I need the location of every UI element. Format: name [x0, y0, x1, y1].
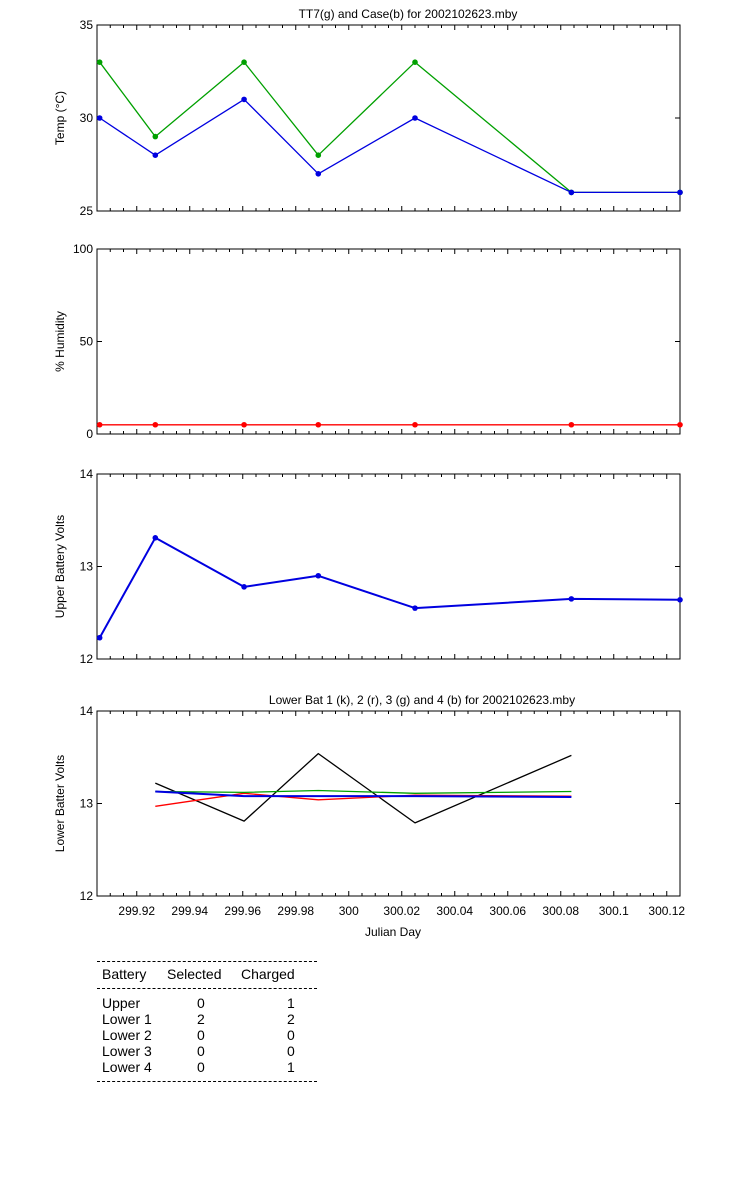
- y-tick-label: 12: [80, 652, 94, 666]
- cell-charged: 0: [287, 1027, 295, 1043]
- series-line-1: [98, 536, 681, 639]
- data-point: [412, 115, 418, 121]
- data-point: [315, 421, 322, 428]
- table-bottom-divider: [97, 1081, 317, 1082]
- table-row: Lower 2 0 0: [97, 1027, 317, 1043]
- chart-title: Lower Bat 1 (k), 2 (r), 3 (g) and 4 (b) …: [269, 693, 575, 707]
- data-point: [241, 59, 247, 65]
- cell-battery: Upper: [102, 995, 141, 1011]
- table-header-divider: [97, 988, 317, 989]
- header-battery: Battery: [102, 966, 147, 982]
- y-tick-label: 25: [80, 204, 94, 218]
- cell-charged: 0: [287, 1043, 295, 1059]
- chart-panel-2: 0 50 100 % Humidity: [53, 242, 683, 441]
- plot-frame: [96, 473, 681, 660]
- y-tick-label: 35: [80, 18, 94, 32]
- x-tick-label: 300.12: [648, 904, 685, 918]
- data-point: [152, 535, 159, 541]
- x-tick-label: 300.02: [383, 904, 420, 918]
- header-selected: Selected: [167, 966, 222, 982]
- data-point: [152, 152, 159, 158]
- chart-panel-4: 12 13 14 Lower Bat 1 (k), 2 (r), 3 (g) and …: [53, 693, 685, 939]
- cell-battery: Lower 3: [102, 1043, 152, 1059]
- data-point: [96, 421, 103, 428]
- series-line-4: [155, 790, 572, 798]
- data-point: [152, 133, 159, 140]
- x-tick-label: 300.06: [489, 904, 526, 918]
- data-point: [568, 189, 575, 196]
- data-point: [152, 421, 159, 428]
- cell-selected: 0: [197, 1059, 205, 1075]
- battery-status-table: Battery Selected Charged Upper 0 1 Lower…: [97, 961, 317, 1082]
- data-point: [241, 584, 247, 590]
- y-tick-label: 50: [80, 335, 94, 349]
- y-tick-label: 100: [73, 242, 93, 256]
- y-axis-label: Upper Battery Volts: [53, 515, 67, 618]
- cell-charged: 1: [287, 1059, 295, 1075]
- data-point: [96, 115, 103, 121]
- table-row: Upper 0 1: [97, 995, 317, 1011]
- data-point: [677, 421, 683, 428]
- data-point: [568, 421, 575, 428]
- chart-stack: 25 30 35 TT7(g) and Case(b) for 2002102623.…: [53, 7, 685, 939]
- data-point: [241, 96, 247, 103]
- data-point: [568, 596, 575, 602]
- data-point: [315, 171, 322, 177]
- data-point: [315, 572, 322, 579]
- x-tick-label: 300.1: [599, 904, 629, 918]
- series-line-1: [99, 61, 680, 194]
- cell-battery: Lower 1: [102, 1011, 152, 1027]
- x-tick-label: 300: [339, 904, 359, 918]
- cell-selected: 2: [197, 1011, 205, 1027]
- y-tick-label: 14: [80, 704, 94, 718]
- y-axis-label: Lower Batter Volts: [53, 755, 67, 852]
- y-axis-label: % Humidity: [53, 311, 67, 372]
- table-body: Upper 0 1 Lower 1 2 2 Lower 2 0 0 Lower …: [97, 995, 317, 1075]
- series-line-3: [155, 789, 572, 794]
- series-line-1: [155, 752, 572, 824]
- data-point: [412, 59, 418, 65]
- chart-panel-3: 12 13 14 Upper Battery Volts: [53, 467, 683, 666]
- data-point: [241, 421, 247, 428]
- cell-battery: Lower 4: [102, 1059, 152, 1075]
- y-axis-label: Temp (°C): [53, 91, 67, 145]
- cell-selected: 0: [197, 995, 205, 1011]
- y-tick-label: 12: [80, 889, 94, 903]
- x-tick-label: 300.08: [542, 904, 579, 918]
- table-row: Lower 3 0 0: [97, 1043, 317, 1059]
- cell-selected: 0: [197, 1043, 205, 1059]
- cell-charged: 2: [287, 1011, 295, 1027]
- plot-frame: [96, 24, 681, 212]
- cell-battery: Lower 2: [102, 1027, 152, 1043]
- table-row: Lower 4 0 1: [97, 1059, 317, 1075]
- x-tick-label: 300.04: [436, 904, 473, 918]
- data-point: [96, 59, 103, 65]
- data-point: [677, 597, 683, 603]
- cell-selected: 0: [197, 1027, 205, 1043]
- x-tick-label: 299.96: [224, 904, 261, 918]
- chart-panel-1: 25 30 35 TT7(g) and Case(b) for 2002102623.…: [53, 7, 683, 218]
- header-charged: Charged: [241, 966, 295, 982]
- x-tick-label: 299.92: [118, 904, 155, 918]
- series-line-2: [99, 98, 680, 194]
- y-tick-label: 14: [80, 467, 94, 481]
- y-tick-label: 13: [80, 797, 94, 811]
- data-point: [412, 605, 418, 611]
- data-point: [412, 421, 418, 428]
- x-tick-label: 299.98: [277, 904, 314, 918]
- y-tick-label: 30: [80, 111, 94, 125]
- cell-charged: 1: [287, 995, 295, 1011]
- x-axis-label: Julian Day: [365, 925, 421, 939]
- data-point: [677, 189, 683, 196]
- table-header-row: Battery Selected Charged: [97, 966, 317, 982]
- y-tick-label: 13: [80, 560, 94, 574]
- chart-title: TT7(g) and Case(b) for 2002102623.mby: [299, 7, 518, 21]
- x-tick-label: 299.94: [171, 904, 208, 918]
- data-point: [96, 634, 103, 641]
- data-point: [315, 152, 322, 158]
- plot-frame: [96, 248, 681, 435]
- table-top-divider: [97, 961, 317, 962]
- table-row: Lower 1 2 2: [97, 1011, 317, 1027]
- y-tick-label: 0: [86, 427, 93, 441]
